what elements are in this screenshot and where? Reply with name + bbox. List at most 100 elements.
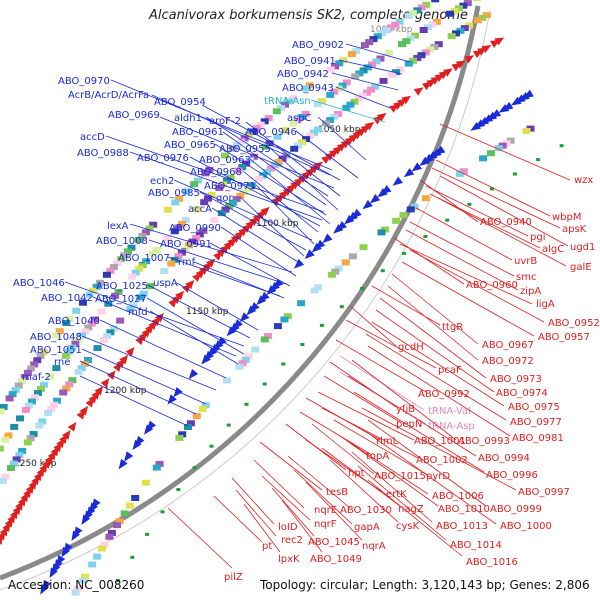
- feature-block: [17, 378, 26, 385]
- reverse-gene-arrow: [44, 454, 54, 465]
- reverse-gene-arrow: [430, 76, 441, 85]
- feature-block: [293, 117, 302, 124]
- reverse-gene-arrow: [168, 298, 178, 308]
- feature-block: [290, 145, 299, 152]
- reverse-gene-arrow: [413, 87, 424, 96]
- reverse-gene-label: nqrE: [253, 459, 337, 516]
- feature-block: [326, 66, 335, 73]
- feature-block: [368, 61, 376, 68]
- svg-text:algC: algC: [542, 244, 564, 255]
- forward-gene-label: accA: [188, 204, 299, 263]
- feature-block: [65, 348, 73, 355]
- feature-block: [246, 157, 254, 164]
- svg-text:ABO_1048: ABO_1048: [30, 332, 82, 343]
- feature-block: [0, 445, 4, 452]
- forward-gene-label: accD: [80, 132, 325, 213]
- feature-block: [450, 8, 459, 14]
- green-tick: [192, 466, 197, 470]
- feature-block: [175, 195, 184, 202]
- feature-block: [77, 365, 86, 372]
- reverse-gene-label: ABO_1001: [317, 391, 466, 447]
- feature-block: [404, 60, 413, 67]
- feature-block: [59, 389, 68, 396]
- svg-text:tRNA-Asn: tRNA-Asn: [264, 96, 311, 107]
- feature-block: [62, 320, 71, 326]
- svg-text:ABO_1008: ABO_1008: [96, 236, 148, 247]
- reverse-gene-arrow: [42, 458, 51, 469]
- feature-block: [136, 294, 145, 301]
- reverse-gene-label: zipA: [405, 229, 541, 297]
- feature-block: [53, 397, 62, 404]
- feature-block: [241, 356, 250, 363]
- feature-block: [178, 220, 187, 227]
- feature-block: [306, 132, 314, 139]
- reverse-gene-arrow: [464, 55, 475, 64]
- reverse-gene-label: ABO_1013: [351, 451, 488, 532]
- feature-block: [301, 110, 310, 117]
- reverse-gene-label: rlmL: [305, 397, 399, 447]
- feature-block: [351, 73, 360, 80]
- feature-block: [424, 24, 432, 31]
- reverse-gene-arrow: [9, 509, 19, 520]
- forward-gene-arrow: [498, 104, 510, 113]
- feature-block: [334, 265, 343, 272]
- svg-text:ABO_0997: ABO_0997: [518, 487, 570, 498]
- forward-gene-arrow: [201, 354, 211, 365]
- feature-block: [281, 101, 289, 108]
- reverse-gene-arrow: [422, 81, 432, 91]
- feature-block: [417, 4, 426, 11]
- feature-block: [289, 95, 298, 102]
- feature-block: [138, 233, 147, 240]
- reverse-strand-labels: wzx ABO_0940 wbpM apsK pgi ugd1 algC uvr…: [167, 123, 600, 583]
- forward-gene-label: mfd: [128, 307, 239, 365]
- feature-block: [23, 439, 32, 446]
- reverse-gene-label: yfjB: [329, 361, 415, 415]
- feature-block: [98, 545, 106, 552]
- green-tick: [226, 423, 231, 427]
- reverse-gene-arrow: [17, 496, 27, 507]
- feature-block: [81, 328, 90, 335]
- svg-text:ABO_1051: ABO_1051: [30, 345, 82, 356]
- reverse-gene-label: ligA: [399, 243, 555, 310]
- forward-gene-arrow: [61, 546, 71, 558]
- svg-text:ABO_1014: ABO_1014: [450, 540, 502, 551]
- genome-backbone: [0, 5, 481, 581]
- feature-block: [91, 316, 99, 323]
- reverse-gene-label: ABO_0973: [379, 297, 542, 385]
- feature-block: [228, 145, 237, 152]
- feature-block: [163, 235, 172, 242]
- feature-block: [125, 502, 134, 509]
- forward-gene-arrow: [470, 121, 481, 131]
- green-tick-marks: [115, 144, 564, 582]
- svg-text:lpxK: lpxK: [278, 554, 300, 565]
- reverse-gene-arrow: [50, 446, 59, 457]
- svg-text:ABO_1027: ABO_1027: [95, 294, 147, 305]
- feature-block: [479, 155, 488, 162]
- feature-block: [365, 39, 374, 46]
- svg-text:ABO_0941: ABO_0941: [284, 56, 336, 67]
- reverse-gene-arrow: [0, 535, 3, 545]
- feature-block: [428, 21, 437, 28]
- reverse-gene-label: apsK: [431, 167, 587, 235]
- feature-block: [270, 162, 279, 169]
- feature-block: [68, 344, 77, 351]
- svg-text:ABO_0955: ABO_0955: [219, 144, 271, 155]
- svg-text:mfd: mfd: [128, 307, 148, 318]
- forward-gene-arrow: [118, 458, 128, 470]
- feature-block: [334, 110, 343, 117]
- feature-block: [338, 82, 347, 89]
- feature-block: [30, 394, 39, 401]
- feature-block: [217, 210, 226, 217]
- feature-block: [406, 206, 415, 213]
- kbp-label: 1200 kbp: [104, 386, 147, 396]
- feature-block: [301, 85, 310, 92]
- feature-block: [426, 46, 435, 53]
- svg-text:wzx: wzx: [574, 175, 593, 186]
- reverse-gene-arrow: [67, 422, 77, 432]
- forward-gene-arrow: [246, 305, 257, 316]
- feature-block: [87, 320, 96, 327]
- feature-block: [105, 533, 114, 540]
- forward-gene-label: AcrB/AcrD/AcrFa: [68, 90, 331, 176]
- feature-block: [221, 206, 230, 213]
- reverse-gene-arrow: [389, 104, 399, 113]
